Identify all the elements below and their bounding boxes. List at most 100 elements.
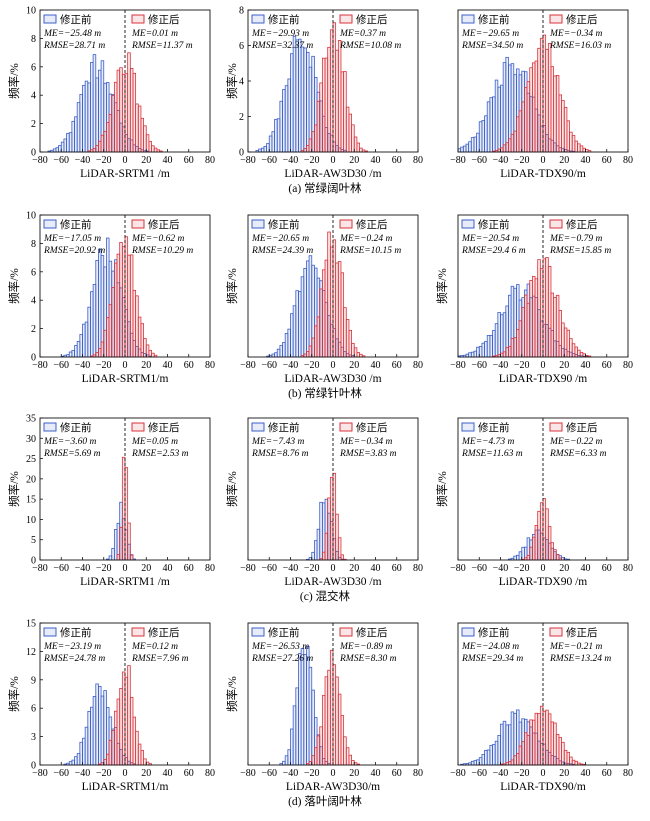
legend-entry-before: 修正前 ME=−23.19 m RMSE=24.78 m — [43, 626, 105, 664]
chart-panel-3: −80 −60 −40 −20 0 20 40 60 80 LiDAR-TDX90/m 修正前 ME=… — [450, 9, 633, 180]
legend-entry-after: 修正后 ME=−0.22 m RMSE=6.33 m — [549, 421, 607, 459]
x-tick-label: 0 — [541, 360, 546, 371]
legend-entry-after: 修正后 ME=−0.24 m RMSE=10.15 m — [339, 218, 401, 256]
me-value: ME=−4.73 m — [461, 437, 515, 447]
legend-label: 修正前 — [60, 13, 92, 26]
x-tick-label: −60 — [471, 563, 487, 574]
y-axis-label: 频率/% — [225, 63, 239, 99]
y-tick-label: 10 — [26, 6, 36, 17]
x-tick-label: 80 — [413, 155, 423, 166]
y-tick-label: 25 — [26, 454, 36, 465]
rmse-value: RMSE=6.33 m — [549, 449, 607, 459]
rmse-value: RMSE=8.30 m — [339, 654, 397, 664]
x-tick-label: 60 — [392, 768, 402, 779]
y-tick-label: 6 — [31, 62, 36, 73]
y-tick-label: 4 — [31, 296, 36, 307]
x-tick-label: −40 — [493, 768, 509, 779]
x-tick-label: 0 — [123, 563, 128, 574]
x-tick-label: −80 — [450, 768, 466, 779]
x-tick-label: −20 — [96, 563, 112, 574]
legend-swatch — [251, 627, 265, 637]
x-tick-label: −40 — [75, 563, 91, 574]
x-tick-label: −80 — [32, 563, 48, 574]
chart-panel-4: −80 −60 −40 −20 0 20 40 60 80 0 2 4 6 8 10 LiDAR-SRTM1/… — [7, 211, 362, 401]
x-tick-label: −80 — [240, 768, 256, 779]
me-value: ME=−0.34 m — [339, 437, 393, 447]
rmse-value: RMSE=2.53 m — [131, 449, 189, 459]
legend-label: 修正后 — [566, 626, 598, 639]
x-axis-label: LiDAR-SRTM1 /m — [80, 576, 170, 588]
rmse-value: RMSE=20.92 m — [43, 246, 105, 256]
y-axis-label: 频率/% — [225, 268, 239, 304]
me-value: ME=−0.34 m — [549, 29, 603, 39]
rmse-value: RMSE=27.26 m — [251, 654, 313, 664]
legend-entry-before: 修正前 ME=−3.60 m RMSE=5.69 m — [43, 421, 101, 459]
me-value: ME=−29.93 m — [251, 29, 309, 39]
x-tick-label: 40 — [163, 563, 173, 574]
x-tick-label: 0 — [123, 768, 128, 779]
legend-entry-after: 修正后 ME=−0.21 m RMSE=13.24 m — [549, 626, 611, 664]
legend-entry-after: 修正后 ME=−0.79 m RMSE=15.85 m — [549, 218, 611, 256]
x-tick-label: 40 — [371, 155, 381, 166]
x-tick-label: 0 — [541, 768, 546, 779]
me-value: ME=0.37 m — [339, 29, 386, 39]
rmse-value: RMSE=5.69 m — [43, 449, 101, 459]
chart-panel-8: −80 −60 −40 −20 0 20 40 60 80 LiDAR-AW3D30 /m 频率/%… — [225, 417, 423, 588]
y-tick-label: 8 — [31, 34, 36, 45]
y-tick-label: 15 — [26, 619, 36, 630]
legend-label: 修正后 — [356, 218, 388, 231]
rmse-value: RMSE=34.50 m — [461, 41, 523, 51]
x-axis-label: LiDAR-SRTM1/m — [82, 373, 169, 385]
me-value: ME=−20.65 m — [251, 234, 309, 244]
x-tick-label: −60 — [261, 768, 277, 779]
legend-label: 修正前 — [478, 218, 510, 231]
me-value: ME=−29.65 m — [461, 29, 519, 39]
x-tick-label: 0 — [331, 360, 336, 371]
x-axis-label: LiDAR-AW3D30 /m — [284, 576, 381, 588]
legend-swatch — [251, 219, 265, 229]
legend-entry-after: 修正后 ME=0.37 m RMSE=10.08 m — [339, 13, 401, 51]
x-tick-label: −80 — [450, 563, 466, 574]
y-tick-label: 2 — [31, 324, 36, 335]
legend-label: 修正前 — [478, 13, 510, 26]
x-tick-label: 80 — [413, 768, 423, 779]
me-value: ME=−0.89 m — [339, 642, 393, 652]
x-tick-label: 60 — [184, 563, 194, 574]
legend-label: 修正前 — [60, 626, 92, 639]
series-before — [63, 683, 137, 766]
x-tick-label: −20 — [304, 563, 320, 574]
series-after — [500, 705, 586, 766]
x-tick-label: 60 — [392, 563, 402, 574]
x-tick-label: −20 — [514, 563, 530, 574]
x-tick-label: −40 — [283, 768, 299, 779]
x-tick-label: 20 — [559, 563, 569, 574]
x-tick-label: 80 — [623, 155, 633, 166]
legend-entry-before: 修正前 ME=−7.43 m RMSE=8.76 m — [251, 421, 309, 459]
x-tick-label: 40 — [163, 768, 173, 779]
y-tick-label: 30 — [26, 434, 36, 445]
rmse-value: RMSE=13.24 m — [549, 654, 611, 664]
legend-swatch — [549, 627, 563, 637]
legend-entry-before: 修正前 ME=−20.54 m RMSE=29.4 6 m — [461, 218, 526, 256]
legend-swatch — [43, 422, 57, 432]
x-tick-label: 40 — [371, 563, 381, 574]
legend-label: 修正后 — [148, 218, 180, 231]
rmse-value: RMSE=11.63 m — [461, 449, 523, 459]
chart-panel-5: −80 −60 −40 −20 0 20 40 60 80 LiDAR-AW3D30 /m 频率/%… — [225, 214, 423, 385]
legend-swatch — [549, 422, 563, 432]
legend-swatch — [339, 14, 353, 24]
y-tick-label: 10 — [26, 515, 36, 526]
me-value: ME=0.01 m — [131, 29, 178, 39]
y-tick-label: 4 — [239, 77, 244, 88]
series-before — [266, 255, 355, 358]
x-tick-label: 0 — [541, 155, 546, 166]
x-tick-label: −80 — [450, 155, 466, 166]
me-value: ME=−7.43 m — [251, 437, 305, 447]
x-tick-label: −40 — [75, 768, 91, 779]
histogram-bar — [127, 522, 131, 561]
legend-entry-before: 修正前 ME=−17.05 m RMSE=20.92 m — [43, 218, 105, 256]
panel-caption: (c) 混交林 — [300, 589, 351, 603]
y-tick-label: 0 — [239, 148, 244, 159]
y-tick-label: 5 — [31, 535, 36, 546]
